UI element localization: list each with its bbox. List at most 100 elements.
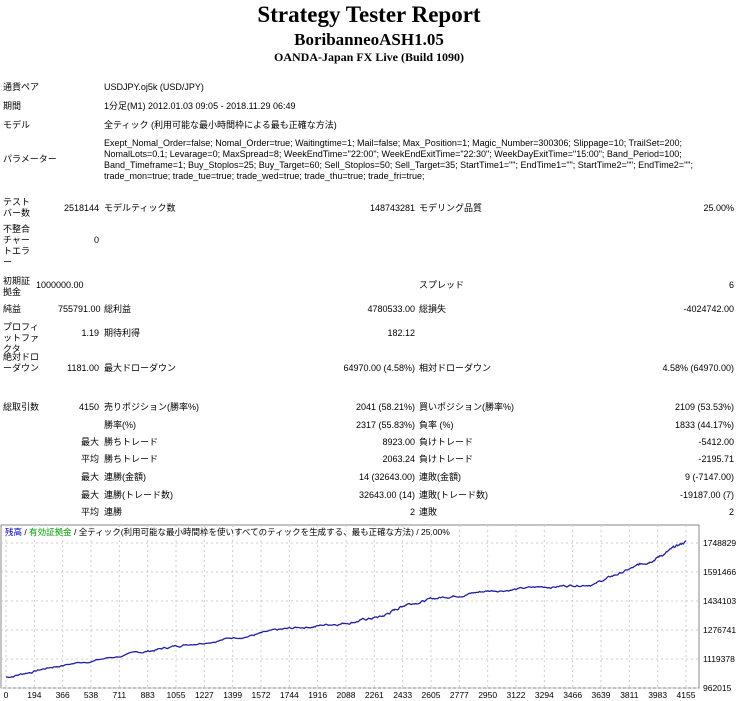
value: 全ティック (利用可能な最小時間枠による最も正確な方法) <box>104 120 337 130</box>
value: 4150 <box>78 402 99 412</box>
value: 14 (32643.00) <box>358 472 415 482</box>
x-tick-label: 1572 <box>252 690 271 700</box>
value: -5412.00 <box>698 437 734 447</box>
label: 総取引数 <box>3 402 40 412</box>
value: 2317 (55.83%) <box>355 420 415 430</box>
value: 2109 (53.53%) <box>674 402 734 412</box>
value: -19187.00 (7) <box>679 490 734 500</box>
value: 8923.00 <box>382 437 415 447</box>
x-tick-label: 3466 <box>563 690 582 700</box>
label: モデル <box>3 120 31 130</box>
value: 0 <box>93 235 99 245</box>
x-tick-label: 3122 <box>507 690 526 700</box>
label: 負率 (%) <box>419 420 454 430</box>
label: 連敗 <box>419 507 438 517</box>
value: 1分足(M1) 2012.01.03 09:05 - 2018.11.29 06… <box>104 101 296 111</box>
y-tick-label: 1119378 <box>703 654 735 664</box>
x-tick-label: 2950 <box>478 690 497 700</box>
balance-line <box>5 540 687 679</box>
legend-sep: / <box>22 527 29 537</box>
label: 期待利得 <box>104 328 141 338</box>
value: 182.12 <box>387 328 415 338</box>
value: 2 <box>409 507 415 517</box>
chart-legend: 残高 / 有効証拠金 / 全ティック(利用可能な最小時間枠を使いすべてのティック… <box>5 527 450 537</box>
value: 1181.00 <box>67 363 99 373</box>
value: 148743281 <box>369 203 415 213</box>
plot-frame <box>0 524 700 689</box>
x-tick-label: 711 <box>113 690 127 700</box>
label: 連敗(トレード数) <box>419 490 488 500</box>
label: 通貨ペア <box>3 82 40 92</box>
value: 2063.24 <box>382 454 415 464</box>
value: -4024742.00 <box>683 304 734 314</box>
value: 25.00% <box>703 203 734 213</box>
label: スプレッド <box>419 280 465 290</box>
legend-equity: 有効証拠金 <box>29 527 72 537</box>
value: 1.19 <box>81 328 99 338</box>
label: 連勝(金額) <box>104 472 146 482</box>
value: 9 (-7147.00) <box>684 472 734 482</box>
value: 4.58% (64970.00) <box>662 363 734 373</box>
legend-balance: 残高 <box>5 527 22 537</box>
x-tick-label: 1055 <box>167 690 186 700</box>
x-tick-label: 1227 <box>195 690 214 700</box>
x-tick-label: 2261 <box>365 690 384 700</box>
x-tick-label: 1744 <box>280 690 299 700</box>
label: 負けトレード <box>419 454 474 464</box>
value: 32643.00 (14) <box>358 490 415 500</box>
label: 最大ドローダウン <box>104 363 177 373</box>
label: 連勝(トレード数) <box>104 490 173 500</box>
value: 755791.00 <box>58 304 101 314</box>
label: 勝率(%) <box>104 420 136 430</box>
value: 1833 (44.17%) <box>674 420 734 430</box>
x-tick-label: 2088 <box>337 690 356 700</box>
x-tick-label: 3639 <box>592 690 611 700</box>
x-tick-label: 0 <box>4 690 9 700</box>
value: 64970.00 (4.58%) <box>343 363 415 373</box>
value: 2041 (58.21%) <box>355 402 415 412</box>
y-tick-label: 1591466 <box>703 567 736 577</box>
label: 純益 <box>3 304 22 314</box>
value: USDJPY.oj5k (USD/JPY) <box>104 82 204 92</box>
label: 総利益 <box>104 304 132 314</box>
label: 初期証拠金 <box>3 276 31 297</box>
label: モデリング品質 <box>419 203 483 213</box>
label: 相対ドローダウン <box>419 363 492 373</box>
label: モデルティック数 <box>104 203 176 213</box>
value: 4780533.00 <box>367 304 415 314</box>
label: 負けトレード <box>419 437 474 447</box>
x-tick-label: 3294 <box>535 690 554 700</box>
y-tick-label: 1434103 <box>703 596 736 606</box>
label: プロフィットファクタ <box>3 322 40 354</box>
x-tick-label: 4155 <box>677 690 696 700</box>
x-tick-label: 2433 <box>393 690 412 700</box>
label: 勝ちトレード <box>104 437 159 447</box>
label: テストバー数 <box>3 197 31 218</box>
label: 期間 <box>3 101 22 111</box>
value: 2 <box>728 507 734 517</box>
label: 勝ちトレード <box>104 454 159 464</box>
x-tick-label: 883 <box>141 690 155 700</box>
legend-info: / 全ティック(利用可能な最小時間枠を使いすべてのティックを生成する、最も正確な… <box>72 527 451 537</box>
label: 最大 <box>80 437 99 447</box>
value: -2195.71 <box>698 454 734 464</box>
x-tick-label: 2605 <box>422 690 441 700</box>
value: 6 <box>728 280 734 290</box>
y-tick-label: 962015 <box>703 683 732 693</box>
x-tick-label: 3811 <box>620 690 639 700</box>
balance-chart: 残高 / 有効証拠金 / 全ティック(利用可能な最小時間枠を使いすべてのティック… <box>0 524 736 700</box>
y-tick-label: 1748829 <box>703 538 736 548</box>
x-tick-label: 1916 <box>308 690 327 700</box>
x-tick-label: 194 <box>27 690 41 700</box>
label: パラメーター <box>3 154 57 164</box>
label: 最大 <box>80 472 99 482</box>
label: 平均 <box>80 507 99 517</box>
ea-name: BoribanneoASH1.05 <box>294 30 444 49</box>
label: 買いポジション(勝率%) <box>419 402 514 412</box>
x-tick-label: 1399 <box>223 690 242 700</box>
value: 1000000.00 <box>36 280 84 290</box>
label: 不整合チャートエラー <box>3 224 31 267</box>
y-tick-label: 1276741 <box>703 625 736 635</box>
value: 2518144 <box>63 203 99 213</box>
label: 連勝 <box>104 507 123 517</box>
